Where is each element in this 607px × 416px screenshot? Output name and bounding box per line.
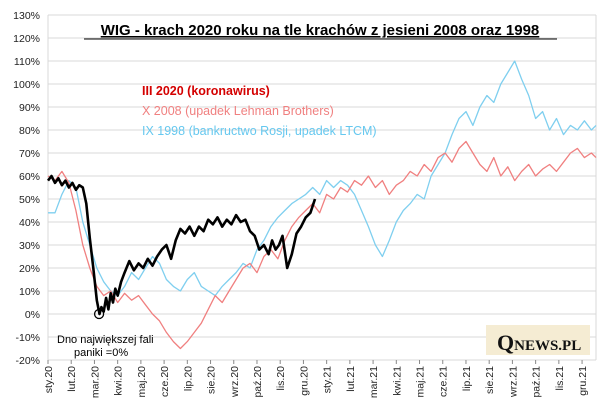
x-tick-label: kwi.20 [113,366,125,396]
series-line-2 [48,60,597,297]
x-tick-label: paź.20 [252,366,264,398]
legend: III 2020 (koronawirus) X 2008 (upadek Le… [142,84,377,138]
x-tick-label: cze.20 [159,366,171,397]
y-tick-label: -20% [15,355,40,367]
x-tick-label: gru.20 [298,366,310,396]
x-tick-label: wrz.21 [507,366,519,398]
y-tick-label: 10% [19,286,40,298]
x-tick-label: sty.21 [322,366,334,393]
y-tick-label: 0% [25,309,40,321]
x-tick-label: gru.21 [577,366,589,396]
series-line-0 [46,174,317,316]
y-tick-label: 60% [19,171,40,183]
y-tick-label: 90% [19,102,40,114]
y-tick-label: 20% [19,263,40,275]
x-tick-label: maj.20 [136,366,148,398]
logo-text: QNEWS.PL [497,330,581,355]
y-tick-label: 110% [14,56,40,68]
legend-entry-1998: IX 1998 (bankructwo Rosji, upadek LTCM) [142,124,377,138]
legend-entry-2020: III 2020 (koronawirus) [142,84,270,98]
x-tick-label: lut.21 [345,366,357,392]
x-tick-label: lip.20 [182,366,194,391]
y-tick-label: 130% [13,10,40,22]
annotation-line-1: Dno największej fali [57,334,154,346]
x-tick-label: cze.21 [438,366,450,397]
x-tick-label: wrz.20 [229,366,241,398]
series-lines [46,60,597,350]
x-axis: sty.20 lut.20 mar.20 kwi.20 maj.20 cze.20 lip.… [43,360,589,398]
x-tick-label: lip.21 [461,366,473,391]
x-tick-label: kwi.21 [391,366,403,396]
x-tick-label: lis.20 [275,366,287,391]
x-tick-label: mar.20 [89,366,101,398]
x-tick-label: lut.20 [66,366,78,392]
chart-gridlines [47,14,597,361]
y-tick-label: -10% [15,332,40,344]
x-tick-label: mar.21 [368,366,380,398]
y-tick-label: 70% [19,148,40,160]
y-tick-label: 40% [19,217,40,229]
x-tick-label: paź.21 [531,366,543,398]
logo-background [486,325,590,355]
annotation-line-2: paniki =0% [74,347,128,359]
bottom-annotation: Dno największej fali paniki =0% [57,308,154,359]
qnews-logo: QNEWS.PL [486,325,590,355]
y-tick-label: 100% [13,79,40,91]
y-tick-label: 50% [19,194,40,206]
legend-entry-2008: X 2008 (upadek Lehman Brothers) [142,104,334,118]
x-tick-label: lis.21 [554,366,566,391]
x-tick-label: sty.20 [43,366,55,393]
y-tick-label: 30% [19,240,40,252]
y-axis: 130% 120% 110% 100% 90% 80% 70% 60% 50% 40% 30% 20%… [13,10,40,367]
x-tick-label: sie.21 [484,366,496,394]
x-tick-label: sie.20 [206,366,218,394]
y-tick-label: 120% [13,33,40,45]
bottom-marker [93,308,105,320]
y-tick-label: 80% [19,125,40,137]
series-line-1 [47,140,597,350]
chart-title: WIG - krach 2020 roku na tle krachów z j… [101,22,540,39]
x-tick-label: maj.21 [415,366,427,398]
